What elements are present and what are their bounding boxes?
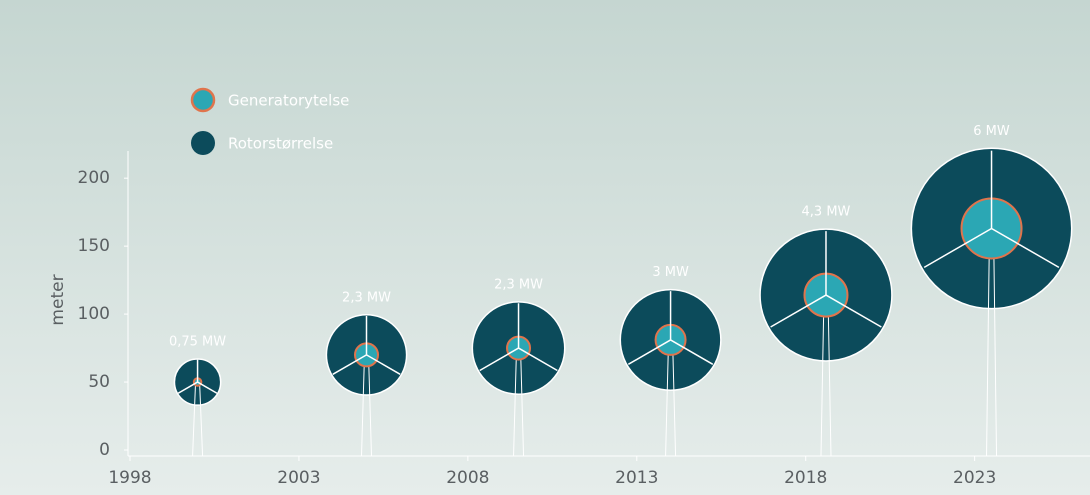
legend-label: Rotorstørrelse: [228, 135, 333, 153]
legend-marker: [191, 131, 215, 155]
mw-label: 6 MW: [973, 124, 1010, 139]
x-tick-label: 2008: [446, 468, 489, 488]
x-tick-label: 2003: [277, 468, 320, 488]
x-tick-label: 2013: [615, 468, 658, 488]
y-tick-label: 0: [99, 440, 110, 460]
legend-marker: [192, 89, 214, 111]
x-tick-label: 2018: [784, 468, 827, 488]
chart: meter 0 50 100 150 200 1998 2003 2008 2013 2018 20…: [0, 0, 1090, 495]
page: meter 0 50 100 150 200 1998 2003 2008 2013 2018 20…: [0, 0, 1090, 495]
mw-label: 2,3 MW: [494, 277, 543, 292]
x-tick-label: 2023: [953, 468, 996, 488]
mw-label: 0,75 MW: [169, 334, 226, 349]
y-tick-label: 50: [88, 372, 110, 392]
y-tick-label: 150: [78, 236, 110, 256]
mw-label: 3 MW: [652, 265, 689, 280]
x-tick-label: 1998: [108, 468, 151, 488]
y-axis-label: meter: [48, 274, 68, 325]
y-tick-label: 200: [78, 168, 110, 188]
y-tick-label: 100: [78, 304, 110, 324]
mw-label: 2,3 MW: [342, 290, 391, 305]
legend-label: Generatorytelse: [228, 92, 349, 110]
mw-label: 4,3 MW: [802, 205, 851, 220]
